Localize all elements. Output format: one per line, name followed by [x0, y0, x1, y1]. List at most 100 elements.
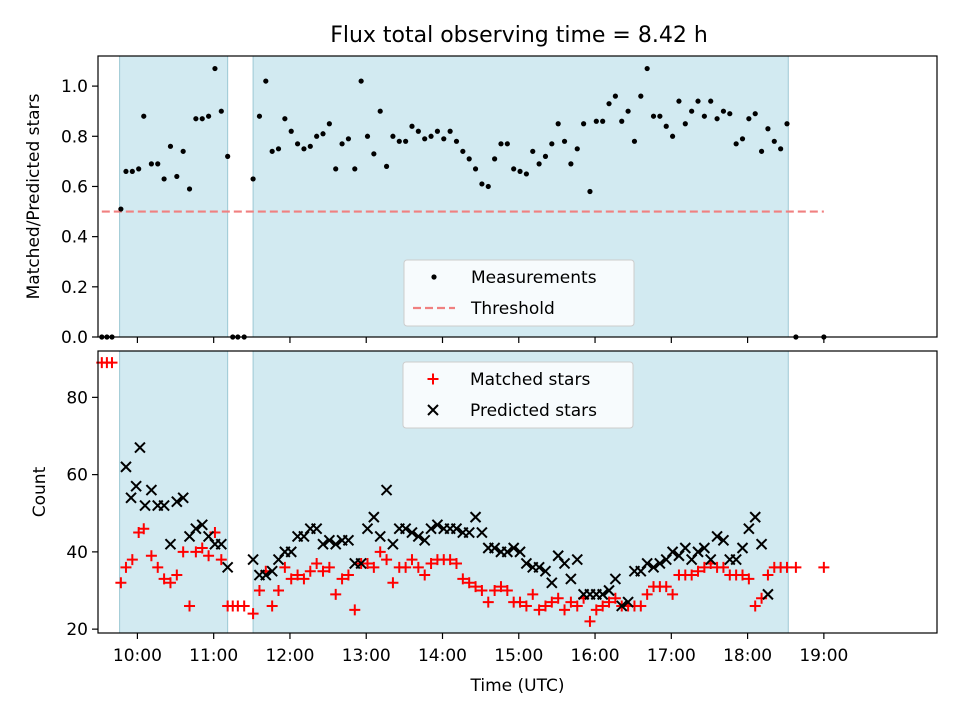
measurement-point — [536, 161, 542, 167]
measurement-point — [746, 116, 752, 122]
measurement-point — [466, 156, 472, 162]
measurement-point — [708, 98, 714, 104]
measurement-point — [714, 116, 720, 122]
predicted-star-point — [418, 534, 431, 546]
predicted-star-point — [520, 557, 533, 570]
matched-star-point — [138, 523, 150, 535]
measurement-point — [250, 176, 256, 182]
matched-star-point — [164, 577, 176, 589]
predicted-star-point — [571, 553, 583, 566]
matched-star-point — [266, 600, 278, 612]
measurement-point — [269, 148, 275, 154]
measurement-point — [733, 141, 739, 147]
predicted-star-point — [692, 546, 704, 558]
measurement-point — [339, 141, 345, 147]
measurement-point — [155, 161, 161, 167]
measurement-point — [358, 78, 364, 84]
predicted-star-point — [476, 526, 488, 539]
x-tick-label: 16:00 — [571, 646, 620, 666]
legend: Matched stars Predicted stars — [402, 361, 634, 429]
matched-star-point — [196, 542, 208, 554]
measurement-point — [422, 136, 428, 142]
matched-star-point — [749, 600, 761, 612]
predicted-star-point — [698, 542, 711, 554]
matched-star-point — [203, 550, 215, 562]
matched-star-point — [559, 604, 571, 616]
measurement-point — [345, 136, 352, 142]
predicted-star-point — [145, 484, 158, 496]
matched-star-point — [152, 561, 164, 573]
matched-star-point — [247, 608, 259, 620]
matched-star-point — [717, 561, 729, 573]
y-tick-label: 40 — [66, 543, 88, 563]
matched-star-point — [145, 550, 157, 562]
measurement-point — [631, 138, 638, 144]
measurement-point — [695, 98, 701, 104]
matched-star-point — [603, 596, 615, 608]
measurement-point — [205, 113, 212, 119]
predicted-star-point — [558, 557, 571, 570]
matched-star-point — [482, 596, 494, 608]
y-tick-label: 20 — [66, 620, 88, 640]
measurement-point — [555, 121, 561, 127]
measurement-point — [129, 168, 135, 175]
x-tick-label: 19:00 — [799, 646, 848, 666]
matched-star-point — [215, 554, 227, 566]
predicted-star-point — [641, 557, 653, 570]
predicted-star-point — [412, 530, 425, 543]
measurement-point — [663, 123, 669, 129]
predicted-star-point — [190, 522, 202, 535]
predicted-star-point — [743, 522, 755, 535]
observing-window-band — [119, 55, 229, 338]
measurement-point — [428, 133, 434, 139]
predicted-star-point — [755, 538, 768, 550]
measurement-point — [727, 111, 733, 117]
legend-label: Matched stars — [470, 370, 590, 390]
matched-star-point — [635, 600, 647, 612]
predicted-star-point — [317, 538, 329, 550]
predicted-star-point — [406, 526, 418, 539]
predicted-star-point — [387, 538, 399, 550]
predicted-star-point — [130, 480, 142, 492]
measurement-point — [778, 146, 784, 152]
matched-star-point — [419, 569, 431, 581]
matched-star-point — [253, 585, 265, 597]
matched-star-point — [374, 546, 386, 558]
measurement-point — [161, 176, 167, 182]
matched-star-point — [450, 557, 462, 569]
matched-star-point — [304, 565, 316, 577]
matched-star-point — [412, 561, 424, 573]
top-panel: 0.0 0.2 0.4 0.6 0.8 1.0 Matched/Predicted star… — [24, 55, 938, 348]
measurement-point — [314, 133, 320, 139]
measurement-point — [263, 78, 269, 84]
matched-star-point — [184, 600, 196, 612]
measurement-point — [758, 148, 765, 154]
predicted-star-point — [361, 522, 374, 535]
measurement-point — [453, 138, 460, 144]
measurement-point — [498, 141, 504, 147]
predicted-star-point — [120, 461, 132, 473]
matched-star-point — [238, 600, 250, 612]
matched-star-point — [790, 561, 802, 573]
matched-star-point — [323, 561, 335, 573]
measurement-point — [390, 133, 396, 139]
matched-star-point — [565, 596, 577, 608]
x-tick-label: 15:00 — [494, 646, 543, 666]
measurement-point — [141, 113, 147, 119]
matched-star-point — [177, 546, 189, 558]
legend-box — [403, 259, 635, 327]
matched-star-point — [292, 569, 304, 581]
matched-star-point — [584, 615, 596, 627]
measurement-point — [771, 138, 777, 144]
measurement-point — [784, 121, 790, 127]
x-tick-label: 11:00 — [189, 646, 238, 666]
matched-star-point — [552, 592, 564, 604]
x-axis-label: Time (UTC) — [470, 676, 565, 696]
legend-label: Predicted stars — [470, 401, 597, 421]
predicted-star-point — [285, 546, 297, 558]
predicted-star-point — [374, 530, 386, 543]
matched-star-point — [311, 557, 323, 569]
observing-window-band — [119, 350, 229, 634]
measurement-point — [212, 65, 218, 72]
